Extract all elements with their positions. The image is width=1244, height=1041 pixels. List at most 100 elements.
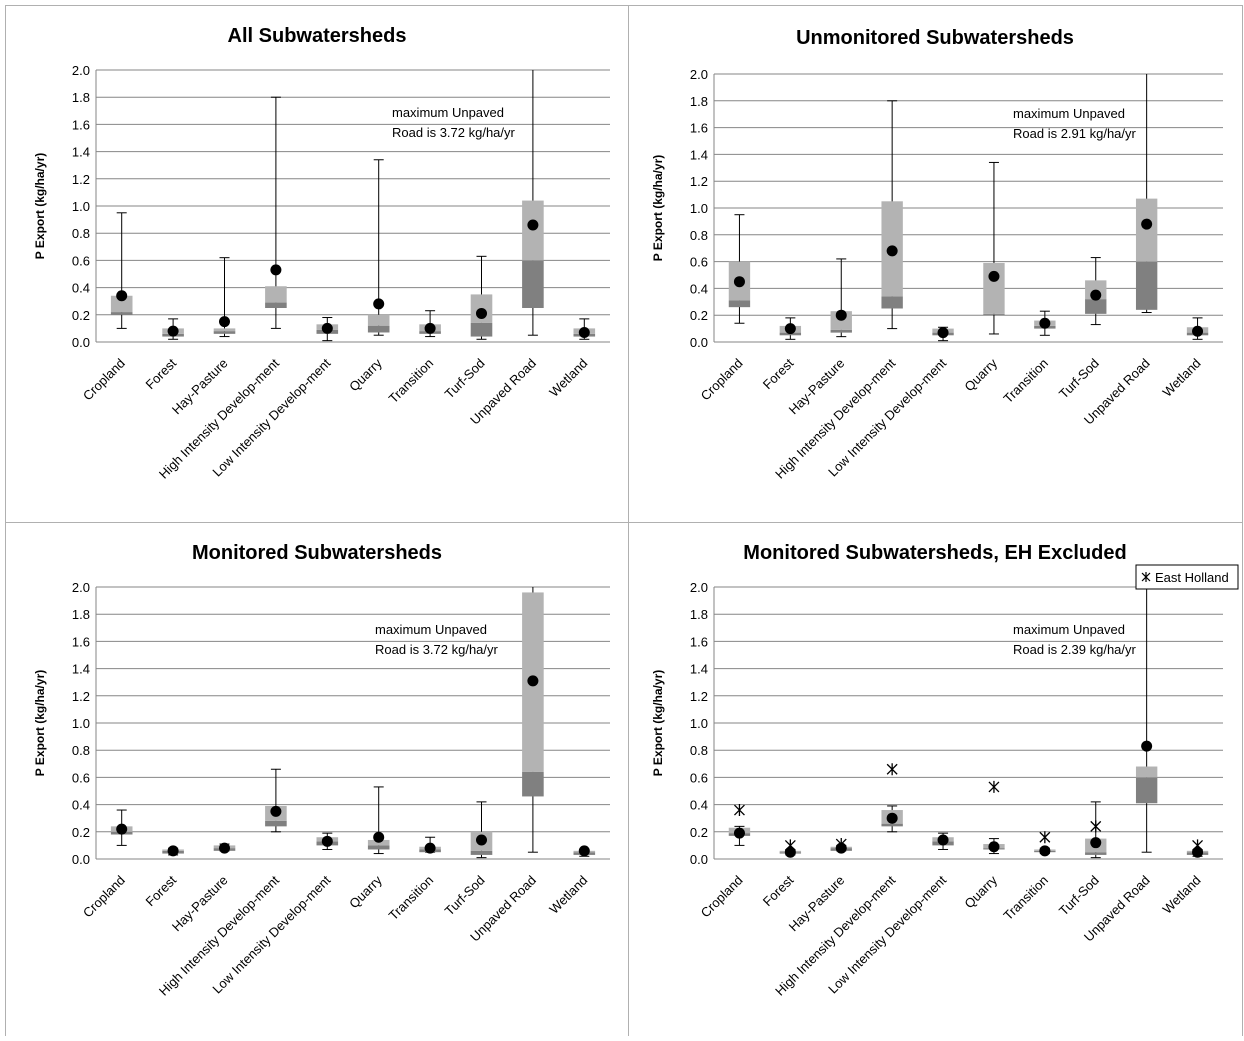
box-group-6: [419, 836, 441, 854]
mean-marker: [321, 835, 333, 847]
mean-marker: [270, 805, 282, 817]
mean-marker: [527, 675, 539, 687]
y-tick-label: 1.4: [72, 662, 90, 677]
x-tick-label: Cropland: [80, 356, 128, 404]
mean-marker: [733, 827, 745, 839]
y-tick-label: 0.4: [72, 798, 90, 813]
box-lower: [983, 313, 1005, 315]
mean-marker: [886, 245, 898, 257]
box-upper: [1135, 198, 1158, 262]
box-group-9: [573, 318, 596, 340]
box-lower: [470, 322, 493, 337]
y-tick-label: 1.6: [690, 634, 708, 649]
box-lower: [522, 260, 544, 308]
box-upper: [265, 286, 287, 303]
x-tick-label: Cropland: [80, 873, 128, 921]
east-holland-marker: [1090, 820, 1102, 833]
x-tick-label: Turf-Sod: [442, 873, 488, 919]
box-lower: [265, 820, 287, 827]
box-group-1: [162, 318, 184, 340]
box-group-8: [1135, 74, 1158, 314]
mean-marker: [373, 298, 385, 310]
box-group-6: [1034, 831, 1056, 857]
y-tick-label: 1.2: [690, 174, 708, 189]
y-axis-label: P Export (kg/ha/yr): [651, 155, 665, 261]
box-lower: [522, 771, 544, 797]
y-tick-label: 0.8: [690, 743, 708, 758]
mean-marker: [373, 831, 385, 843]
annotation-text: Road is 2.39 kg/ha/yr: [1013, 642, 1137, 657]
annotation-text: maximum Unpaved: [1013, 106, 1125, 121]
box-lower: [110, 312, 133, 315]
legend-box: [1135, 564, 1239, 590]
east-holland-marker: [988, 780, 1000, 793]
mean-marker: [321, 322, 333, 334]
east-holland-marker: [1192, 839, 1204, 852]
box-group-7: [1085, 257, 1107, 326]
y-tick-label: 1.2: [72, 689, 90, 704]
mean-marker: [1039, 317, 1051, 329]
box-group-3: [881, 763, 903, 833]
x-tick-label: Wetland: [546, 873, 590, 917]
chart-title: Monitored Subwatersheds: [192, 542, 442, 564]
y-tick-label: 0.0: [72, 335, 90, 350]
box-group-1: [162, 845, 184, 857]
y-tick-label: 0.2: [72, 308, 90, 323]
east-holland-marker: [1039, 831, 1051, 844]
mean-marker: [886, 812, 898, 824]
legend-marker: [1141, 572, 1151, 582]
y-tick-label: 1.8: [72, 90, 90, 105]
annotation-text: Road is 3.72 kg/ha/yr: [375, 642, 499, 657]
mean-marker: [167, 325, 179, 337]
east-holland-marker: [886, 763, 898, 776]
box-group-2: [213, 842, 236, 854]
box-lower: [470, 850, 493, 855]
chart-panel-unmonitored: Unmonitored Subwatersheds 0.0 0.2 0.4 0.6 0.8…: [629, 5, 1243, 522]
x-tick-label: Cropland: [698, 356, 746, 404]
annotation-text: maximum Unpaved: [375, 622, 487, 637]
y-tick-label: 1.4: [690, 147, 708, 162]
y-tick-label: 0.2: [72, 825, 90, 840]
box-lower: [265, 302, 287, 308]
box-group-4: [316, 832, 339, 850]
box-group-7: [470, 801, 493, 859]
east-holland-marker: [835, 838, 847, 851]
mean-marker: [784, 323, 796, 335]
mean-marker: [1039, 845, 1051, 857]
x-tick-label: Turf-Sod: [1056, 873, 1102, 919]
y-axis-label: P Export (kg/ha/yr): [651, 670, 665, 776]
box-lower: [1135, 777, 1158, 804]
mean-marker: [1141, 740, 1153, 752]
mean-marker: [988, 270, 1000, 282]
mean-marker: [424, 322, 436, 334]
x-tick-label: Transition: [386, 356, 437, 407]
x-tick-label: Quarry: [961, 355, 1000, 394]
x-tick-label: Forest: [143, 355, 180, 392]
y-tick-label: 0.2: [690, 308, 708, 323]
y-tick-label: 1.0: [72, 716, 90, 731]
y-tick-label: 1.4: [72, 145, 90, 160]
y-tick-label: 0.2: [690, 825, 708, 840]
x-tick-label: Quarry: [346, 355, 385, 394]
mean-marker: [527, 219, 539, 231]
box-group-0: [110, 809, 133, 846]
y-tick-label: 0.6: [72, 253, 90, 268]
box-lower: [367, 325, 390, 333]
box-group-5: [367, 786, 390, 855]
chart-title: All Subwatersheds: [228, 25, 407, 47]
box-group-4: [316, 317, 339, 342]
y-tick-label: 1.6: [72, 634, 90, 649]
mean-marker: [835, 309, 847, 321]
legend-label: East Holland: [1155, 570, 1229, 585]
y-tick-label: 0.8: [72, 226, 90, 241]
box-lower: [367, 845, 390, 850]
x-tick-label: Turf-Sod: [442, 356, 488, 402]
chart-svg-all: All Subwatersheds 0.0 0.2 0.4 0.6 0.8 1.0 1.2 1.…: [33, 25, 610, 482]
x-tick-label: Turf-Sod: [1056, 356, 1102, 402]
y-tick-label: 0.4: [72, 281, 90, 296]
box-group-9: [1186, 839, 1209, 858]
legend: East Holland: [1135, 564, 1239, 590]
box-group-7: [470, 255, 493, 340]
x-tick-label: Quarry: [961, 872, 1000, 911]
box-group-2: [830, 838, 852, 854]
